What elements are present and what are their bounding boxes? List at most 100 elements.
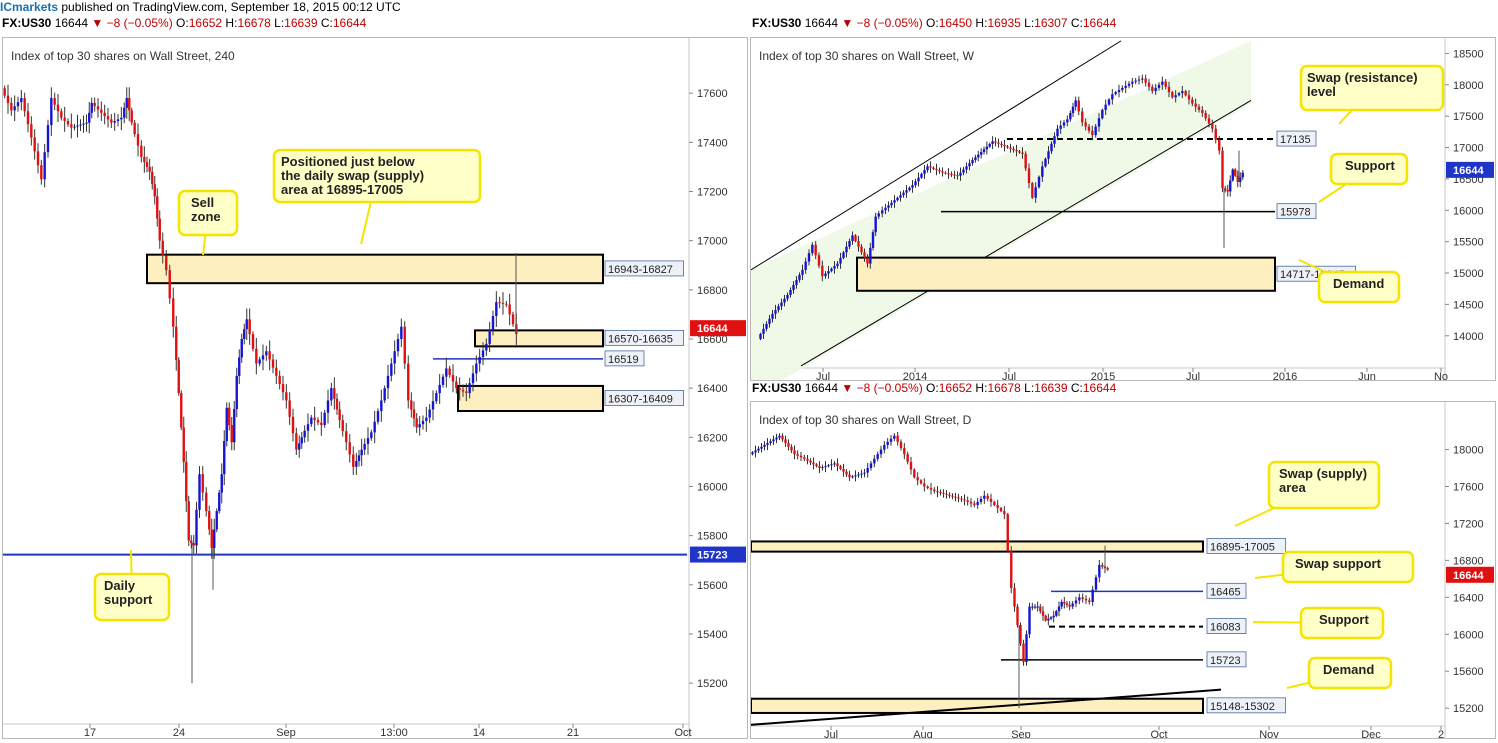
daily-candle-body [993, 501, 996, 505]
down-triangle-icon: ▼ [841, 381, 854, 395]
daily-candle-body [1063, 601, 1066, 604]
weekly-candle-body [902, 192, 905, 196]
h4-candle-body [338, 409, 341, 421]
daily-chart[interactable]: 18000 17600 17200 16800 16400 16000 15600 15200… [751, 402, 1495, 738]
daily-candle-body [803, 457, 806, 459]
h4-candle-body [76, 125, 79, 127]
weekly-candle-body [780, 302, 783, 307]
h4-candle-body [50, 98, 53, 126]
h4-candle-body [300, 437, 303, 444]
weekly-candle-body [1062, 122, 1066, 126]
weekly-candle-body [1231, 169, 1234, 181]
h4-candle-body [113, 121, 116, 123]
daily-candle-body [913, 469, 916, 478]
daily-candle-body [1016, 606, 1019, 626]
weekly-candle-body [1207, 118, 1211, 124]
weekly-callout-box [1299, 64, 1445, 112]
h4-candle-body [418, 424, 421, 428]
h4-candle-body [505, 303, 508, 305]
publish-header: ICmarkets published on TradingView.com, … [0, 0, 748, 14]
daily-level-label-bg [1206, 618, 1247, 634]
h4-candle-body [441, 376, 445, 385]
weekly-candle-body [1084, 122, 1087, 127]
low-value: 16307 [1034, 16, 1068, 30]
h4-candle-body [288, 400, 291, 417]
weekly-candle-body [1221, 150, 1224, 189]
daily-candle-body [1041, 611, 1045, 616]
h4-y-tick-label: 15600 [697, 580, 728, 592]
h4-candle-body [110, 119, 113, 123]
weekly-last-price-text: 16644 [1453, 165, 1484, 177]
weekly-candle-body [1074, 100, 1077, 107]
weekly-y-tick-label: 17000 [1453, 143, 1484, 155]
weekly-candle-body [839, 257, 842, 264]
weekly-candle-body [893, 200, 896, 203]
h4-candle-body [357, 455, 361, 462]
daily-candle-body [1010, 551, 1013, 589]
h4-candle-body [271, 359, 275, 368]
h4-candle-body [33, 137, 36, 152]
weekly-candle-body [866, 257, 869, 264]
daily-candle-body [976, 501, 979, 505]
daily-x-tick-label: Dec [1361, 729, 1381, 738]
h4-candle-body [501, 302, 505, 304]
weekly-x-tick-label: Jul [1186, 371, 1200, 380]
daily-candle-body [763, 444, 766, 447]
weekly-candle-body [792, 284, 795, 290]
h4-candle-body [461, 389, 465, 392]
h4-candle-body [20, 98, 23, 103]
h4-candle-body [100, 109, 103, 113]
daily-trendline [751, 688, 1222, 726]
chart-panel-h4[interactable]: 17600 17400 17200 17000 16800 16600 16400 16200… [2, 37, 748, 739]
h4-candle-body [303, 430, 306, 438]
daily-zone-label: 16895-17005 [1210, 542, 1275, 554]
h4-candle-body [208, 511, 211, 530]
weekly-last-price-tag [1446, 161, 1494, 178]
h4-candle-body [240, 338, 243, 358]
daily-candle-body [854, 475, 857, 477]
weekly-candle-body [1053, 136, 1056, 144]
h4-candle-body [355, 461, 358, 467]
weekly-candle-body [860, 246, 863, 253]
chart-panel-weekly[interactable]: 18500 18000 17500 17000 16500 16000 15500 15000… [750, 37, 1496, 381]
h4-candle-body [275, 367, 278, 376]
h4-candle-body [333, 388, 336, 399]
weekly-channel-upper [751, 40, 1122, 271]
daily-candle-body [839, 466, 842, 469]
daily-last-price-text: 16644 [1453, 570, 1484, 582]
h4-chart[interactable]: 17600 17400 17200 17000 16800 16600 16400 16200… [3, 38, 747, 738]
daily-candle-body [973, 503, 976, 505]
daily-candle-body [1055, 611, 1058, 616]
h4-candle-body [468, 383, 471, 394]
weekly-candle-body [1087, 126, 1091, 131]
weekly-candle-body [1194, 103, 1197, 107]
weekly-candle-body [811, 244, 814, 254]
weekly-candle-body [982, 149, 986, 153]
brand-logo[interactable]: ICmarkets [0, 0, 59, 14]
weekly-chart[interactable]: 1850018000175001700016500160001550015000… [751, 38, 1495, 380]
h4-candle-body [85, 122, 88, 124]
weekly-candle-body [801, 269, 804, 275]
weekly-candle-body [1157, 84, 1161, 88]
h4-y-tick-label: 17000 [697, 236, 728, 248]
daily-candle-body [919, 480, 923, 484]
weekly-candle-body [1069, 113, 1072, 120]
weekly-callout-text: Demand [1333, 276, 1384, 291]
h4-zone-label-bg [604, 390, 684, 406]
h4-candle-body [248, 319, 251, 335]
h4-candle-body [56, 104, 60, 112]
chart-panel-daily[interactable]: 18000 17600 17200 16800 16400 16000 15600 15200… [750, 401, 1496, 739]
h4-candle-body [448, 368, 451, 376]
h4-candle-body [316, 420, 320, 423]
h4-legend: FX:US30 16644 ▼ −8 (−0.05%) O:16652 H:16… [2, 16, 367, 30]
daily-candle-body [906, 454, 909, 462]
daily-callout-text: Support [1319, 612, 1369, 627]
h4-candle-body [73, 126, 76, 128]
h4-candle-body [60, 111, 63, 118]
daily-candle-body [857, 474, 860, 476]
h4-candle-body [153, 184, 156, 197]
weekly-candle-body [1009, 147, 1012, 149]
weekly-zone-box [856, 256, 1276, 292]
daily-candle-body [799, 455, 803, 458]
weekly-candle-body [959, 172, 962, 176]
